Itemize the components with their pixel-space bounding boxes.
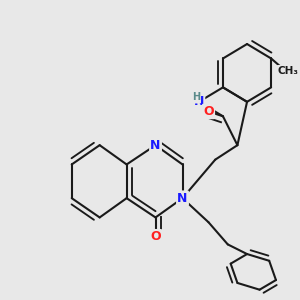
Text: N: N <box>177 192 188 205</box>
Text: N: N <box>150 139 161 152</box>
Text: H: H <box>192 92 200 103</box>
Text: CH₃: CH₃ <box>278 66 299 76</box>
Text: N: N <box>194 95 204 108</box>
Text: O: O <box>150 230 161 243</box>
Text: O: O <box>203 105 214 118</box>
